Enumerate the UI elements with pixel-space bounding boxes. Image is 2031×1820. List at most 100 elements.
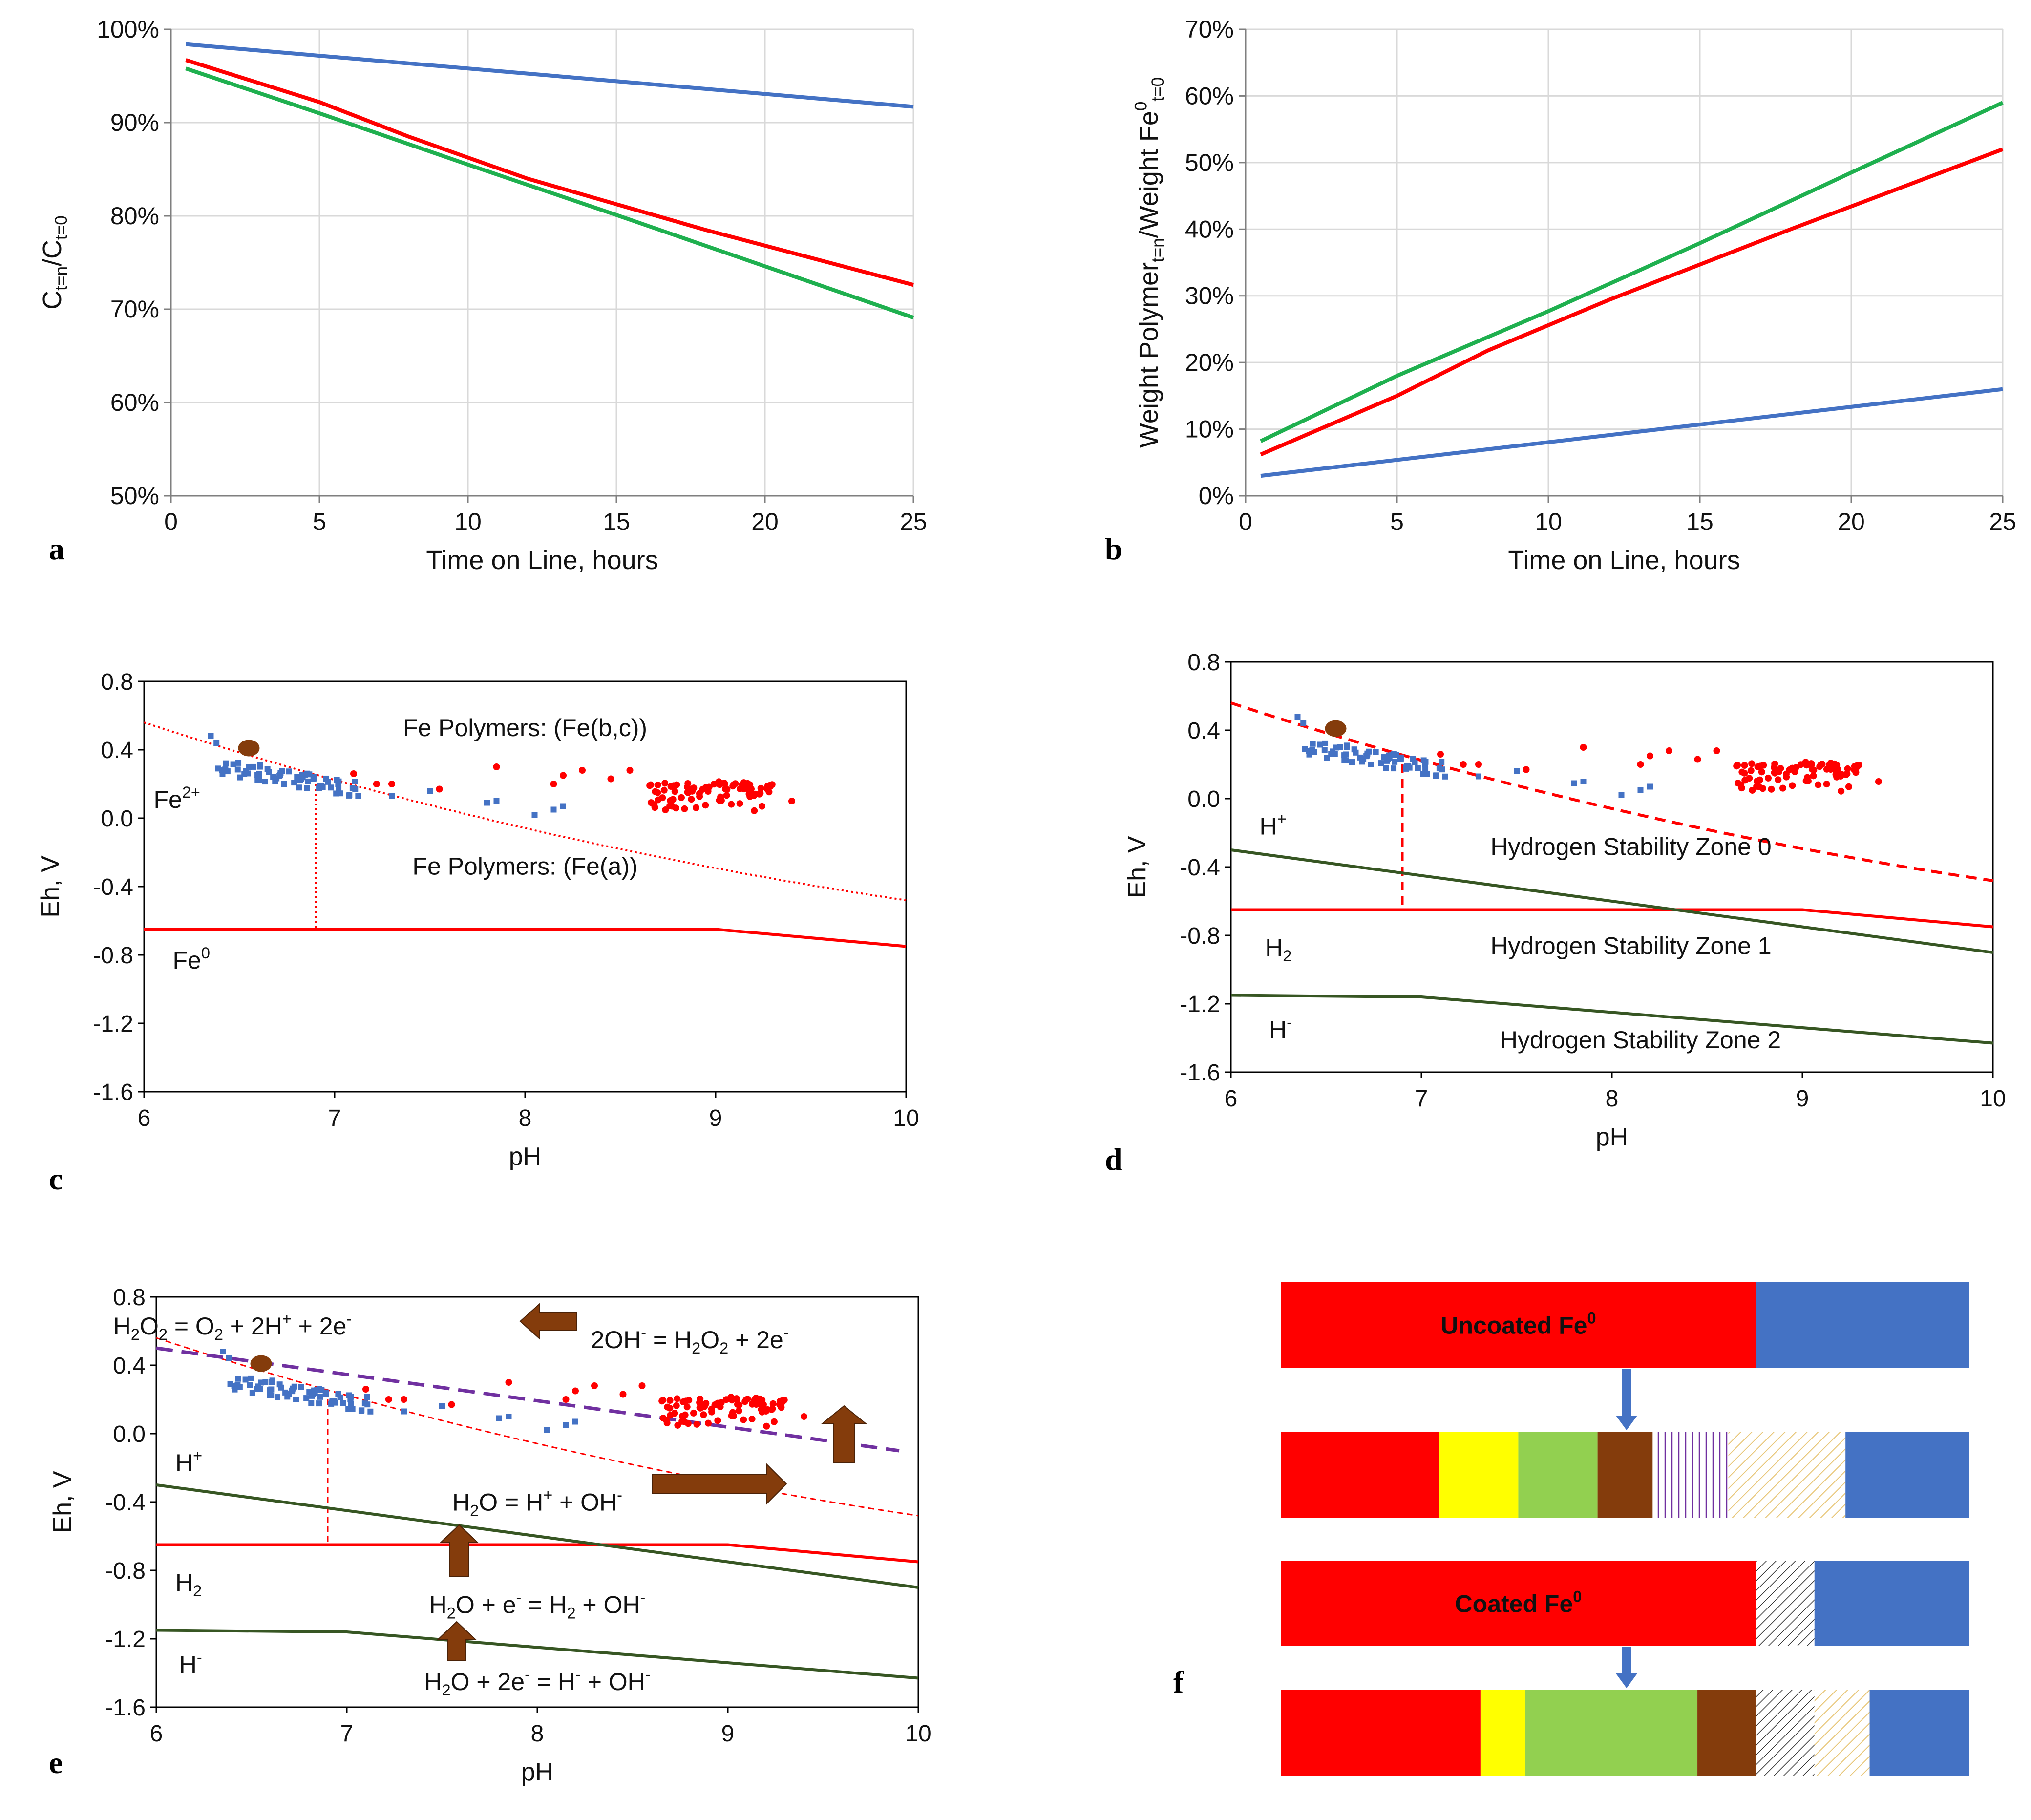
y-tick-label: 80%: [110, 202, 159, 230]
data-point-blue: [305, 778, 311, 784]
data-point-red: [788, 798, 795, 804]
data-point-blue: [262, 779, 269, 785]
series-line-red: [185, 58, 914, 287]
data-point-blue: [323, 1389, 329, 1396]
data-point-red: [669, 796, 677, 803]
annotation-text: H+: [175, 1447, 202, 1477]
x-tick-label: 0: [164, 508, 178, 535]
data-point-blue: [267, 1392, 273, 1398]
data-point-red: [560, 772, 567, 779]
data-point-red: [683, 1403, 691, 1411]
data-point-red: [684, 789, 692, 796]
data-point-red: [801, 1413, 807, 1420]
data-point-red: [758, 803, 765, 810]
text-part: H: [175, 1569, 193, 1596]
panel-label-b: b: [1105, 531, 1122, 566]
brown-marker: [1325, 720, 1347, 737]
data-point-red: [1845, 783, 1852, 790]
data-point-blue: [560, 803, 566, 809]
text-part: 2: [692, 1339, 700, 1357]
x-axis-label: pH: [509, 1143, 541, 1171]
text-part: -: [617, 1486, 622, 1504]
data-point-blue: [496, 1415, 502, 1421]
text-part: Fe: [173, 947, 201, 974]
data-point-red: [1831, 760, 1838, 767]
data-point-blue: [213, 740, 220, 746]
annotation-text: H-: [1269, 1014, 1292, 1043]
y-tick-label: 0.0: [1187, 786, 1220, 812]
data-point-red: [1694, 756, 1701, 763]
data-point-red: [716, 1401, 723, 1408]
data-point-blue: [1476, 773, 1481, 780]
data-point-blue: [1364, 750, 1371, 757]
text-part: Uncoated Fe: [1440, 1312, 1587, 1339]
hydrogen-boundary-lower: [1230, 994, 1993, 1045]
data-point-blue: [335, 1391, 341, 1397]
data-point-red: [1475, 761, 1482, 768]
data-point-red: [626, 767, 634, 774]
x-tick-label: 20: [1838, 508, 1865, 535]
x-tick-label: 15: [1686, 508, 1714, 535]
data-point-red: [1802, 777, 1810, 784]
data-point-blue: [227, 1381, 233, 1387]
data-point-blue: [235, 1376, 241, 1382]
x-axis-label: Time on Line, hours: [426, 546, 658, 575]
data-point-red: [654, 789, 661, 796]
data-point-red: [723, 792, 730, 799]
panel-b-line-chart: 0 5 10 15 20 25 0% 10% 20% 30% 40% 50% 60% 70% Time on…: [1105, 16, 2016, 575]
data-point-blue: [1300, 720, 1307, 726]
data-point-blue: [1439, 766, 1445, 773]
data-point-red: [1833, 773, 1841, 781]
panel-label-d: d: [1105, 1142, 1122, 1177]
data-point-red: [673, 781, 680, 788]
data-point-blue: [220, 1349, 226, 1354]
data-point-blue: [308, 1400, 315, 1406]
bar-segment: [1845, 1432, 1969, 1518]
data-point-blue: [355, 793, 361, 799]
data-point-red: [1747, 767, 1755, 774]
data-point-red: [401, 1396, 407, 1403]
data-point-red: [674, 1395, 681, 1402]
data-point-blue: [531, 812, 538, 818]
data-point-red: [659, 1397, 667, 1404]
data-point-blue: [352, 786, 359, 792]
connector-arrow-shaft: [1622, 1647, 1631, 1674]
x-tick-label: 20: [751, 508, 779, 535]
data-point-blue: [1317, 741, 1323, 748]
data-point-blue: [572, 1418, 578, 1425]
data-point-red: [685, 1397, 693, 1404]
data-point-red: [1647, 752, 1653, 760]
fe0-boundary-line: [144, 928, 907, 948]
data-point-red: [647, 799, 655, 806]
data-point-blue: [304, 770, 310, 777]
data-point-red: [663, 1419, 671, 1427]
data-point-blue: [254, 777, 261, 783]
data-point-red: [1764, 774, 1772, 782]
data-point-blue: [1368, 761, 1374, 767]
y-tick-label: -1.2: [93, 1011, 133, 1037]
annotation-text: H2O = H+ + OH-: [452, 1486, 622, 1520]
data-point-red: [362, 1386, 369, 1393]
data-point-red: [1823, 781, 1830, 788]
data-point-red: [688, 796, 695, 803]
text-part: + 2H: [223, 1312, 282, 1340]
annotation-text: H2: [175, 1569, 202, 1600]
data-point-blue: [367, 1408, 374, 1415]
data-point-blue: [247, 1382, 253, 1388]
data-point-red: [696, 793, 703, 800]
data-point-blue: [352, 779, 358, 785]
data-point-blue: [1397, 754, 1404, 761]
y-tick-label: 30%: [1185, 282, 1234, 310]
data-point-red: [666, 1404, 674, 1412]
annotation-text: Fe0: [173, 944, 210, 974]
y-tick-label: 0%: [1199, 482, 1234, 509]
text-part: O = H: [479, 1489, 543, 1516]
text-part: +: [543, 1486, 552, 1504]
data-point-red: [700, 1411, 707, 1418]
bar-segment: [1281, 1561, 1756, 1646]
data-point-blue: [257, 762, 263, 768]
series-line-green: [185, 66, 914, 319]
x-tick-label: 8: [519, 1105, 532, 1131]
text-part: -: [641, 1324, 646, 1341]
